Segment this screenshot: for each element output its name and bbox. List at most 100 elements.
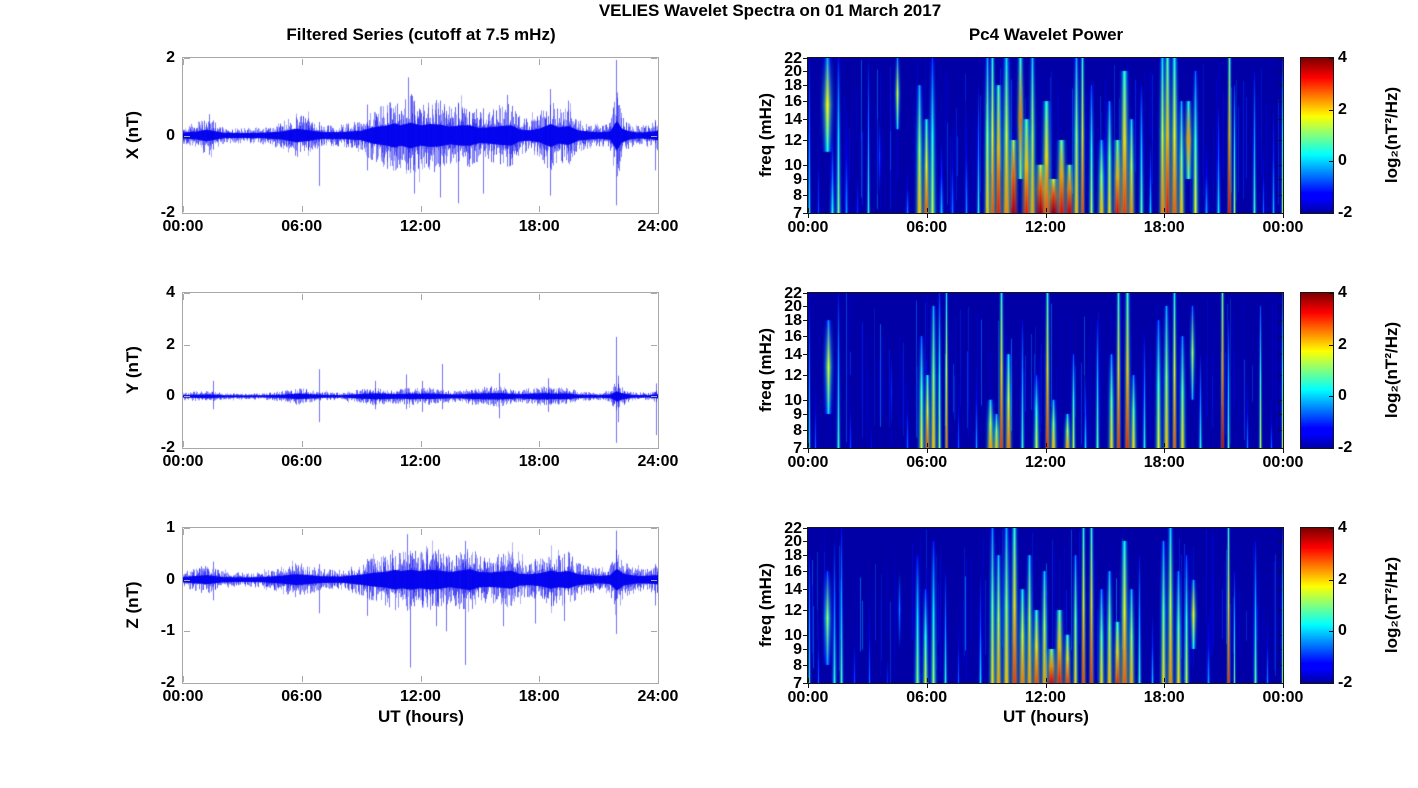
freq-tick-mark [1278,336,1282,338]
y-tick-mark [184,579,190,581]
x-tick-mark [658,441,659,447]
colorbar-tick-mark [1329,109,1333,111]
freq-tick-label: 7 [793,675,802,692]
freq-tick-mark [1278,101,1282,103]
y-tick-mark [184,396,190,398]
freq-tick-label: 14 [784,346,802,364]
colorbar-tick-mark [1329,528,1333,529]
y-axis-label-y: Y (nT) [123,345,142,394]
freq-tick-mark [1278,119,1282,121]
x-tick-mark [808,208,809,212]
freq-tick-label: 8 [793,421,802,439]
x-tick-mark [1283,208,1284,212]
x-tick-mark [420,676,422,682]
y-tick-label: -2 [160,439,175,456]
y-tick-mark [184,213,190,214]
x-tick-mark [1164,214,1166,218]
x-tick-mark [420,59,422,65]
colorbar-tick-label: -2 [1338,204,1353,221]
freq-tick-label: 7 [793,205,802,222]
freq-tick-label: 18 [784,77,802,95]
freq-tick-label: 8 [793,656,802,674]
freq-tick-label: 22 [784,50,802,67]
freq-tick-mark [803,683,807,684]
x-tick-mark [1283,443,1284,447]
x-tick-label: 12:00 [400,453,441,470]
colorbar-tick-label: 4 [1338,49,1347,66]
x-wavelet-power-canvas [807,57,1284,214]
freq-tick-mark [1278,70,1282,72]
freq-tick-mark [803,429,807,431]
colorbar-tick-label: 2 [1338,335,1347,353]
x-tick-mark [183,206,184,212]
y-tick-mark [651,135,657,137]
y-tick-label: 1 [166,519,175,536]
x-tick-mark [1283,684,1284,688]
y-tick-label: 2 [166,49,175,66]
freq-tick-label: 14 [784,581,802,599]
right-xaxis-label: UT (hours) [1003,707,1089,726]
x-tick-mark [301,441,303,447]
freq-tick-label: 12 [784,367,802,385]
freq-axis-label: freq (mHz) [756,327,775,412]
y-tick-mark [184,683,190,684]
x-tick-mark [1283,678,1284,682]
freq-tick-mark [1278,213,1282,214]
colorbar-tick-label: -2 [1338,674,1353,691]
freq-tick-label: 9 [793,640,802,658]
freq-tick-mark [1278,683,1282,684]
x-tick-mark [539,529,541,535]
x-tick-mark [539,294,541,300]
y-tick-mark [651,58,657,59]
x-tick-mark [420,529,422,535]
x-tick-label: 00:00 [1262,219,1304,236]
colorbar-tick-mark [1329,161,1333,163]
freq-tick-label: 16 [784,328,802,346]
y-tick-mark [184,631,190,633]
freq-tick-mark [1278,540,1282,542]
x-tick-label: 18:00 [1143,219,1185,236]
freq-tick-mark [1278,354,1282,356]
x-tick-mark [1283,449,1284,453]
freq-tick-mark [1278,648,1282,650]
freq-tick-mark [803,528,807,529]
colorbar-tick-mark [1329,213,1333,214]
freq-tick-mark [803,555,807,557]
freq-tick-mark [803,119,807,121]
x-tick-mark [658,294,659,300]
x-filtered-series-canvas [182,57,659,214]
freq-tick-mark [1278,399,1282,401]
freq-tick-label: 22 [784,520,802,537]
colorbar-axis-label: log₂(nT²/Hz) [1382,86,1401,183]
freq-tick-mark [803,448,807,449]
x-tick-label: 06:00 [906,219,948,236]
x-tick-label: 00:00 [1262,454,1304,471]
colorbar-tick-label: 4 [1338,284,1347,301]
y-tick-mark [651,683,657,684]
freq-tick-mark [1278,293,1282,294]
x-tick-mark [926,678,928,682]
x-tick-mark [1045,443,1047,447]
freq-tick-label: 7 [793,440,802,457]
x-tick-mark [1045,449,1047,453]
y-tick-mark [184,448,190,449]
colorbar-tick-label: 0 [1338,152,1347,170]
x-tick-mark [301,529,303,535]
x-tick-mark [301,206,303,212]
x-tick-mark [1164,684,1166,688]
x-tick-mark [1164,678,1166,682]
freq-tick-mark [803,213,807,214]
freq-tick-mark [1278,178,1282,180]
x-tick-mark [183,441,184,447]
x-tick-mark [539,441,541,447]
x-tick-mark [1045,214,1047,218]
x-tick-mark [1045,678,1047,682]
x-tick-mark [183,676,184,682]
x-tick-label: 00:00 [162,453,204,470]
freq-tick-mark [803,589,807,591]
x-tick-mark [926,684,928,688]
x-tick-mark [301,294,303,300]
freq-tick-label: 10 [784,626,802,644]
x-tick-label: 00:00 [1262,689,1304,706]
colorbar-tick-mark [1329,631,1333,633]
